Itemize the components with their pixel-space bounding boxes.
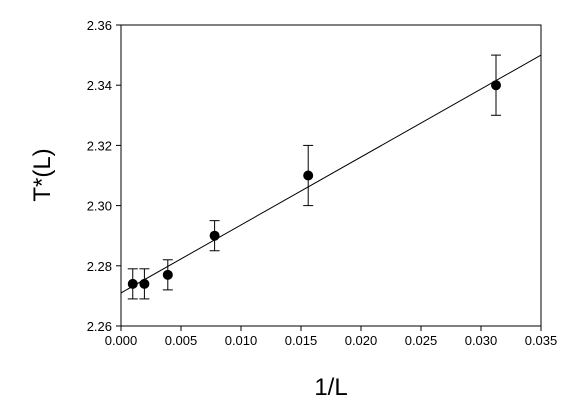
x-tick-label: 0.005 xyxy=(165,333,198,348)
data-point xyxy=(127,278,138,289)
y-tick-label: 2.32 xyxy=(87,138,112,153)
data-point xyxy=(303,170,314,181)
x-tick-label: 0.030 xyxy=(465,333,498,348)
x-tick-label: 0.025 xyxy=(405,333,438,348)
data-point xyxy=(491,80,501,91)
x-tick-label: 0.000 xyxy=(105,333,138,348)
y-tick-label: 2.34 xyxy=(87,78,112,93)
plot-border xyxy=(120,24,542,327)
x-tick-label: 0.035 xyxy=(525,333,558,348)
x-tick-label: 0.010 xyxy=(225,333,258,348)
data-point xyxy=(209,230,220,241)
data-points xyxy=(127,80,501,289)
fit-line-layer xyxy=(120,54,542,294)
data-point xyxy=(162,269,173,280)
y-tick-label: 2.36 xyxy=(87,18,112,33)
error-bars xyxy=(127,54,501,300)
plot-area xyxy=(120,24,542,327)
y-tick-label: 2.30 xyxy=(87,199,112,214)
x-axis-ticks: 0.000 0.005 0.010 0.015 0.020 0.025 0.030 0.035 xyxy=(105,326,558,348)
x-tick-label: 0.015 xyxy=(285,333,318,348)
y-axis-ticks: 2.26 2.28 2.30 2.32 2.34 2.36 xyxy=(87,18,121,334)
fit-line xyxy=(120,54,542,294)
y-axis-title: T*(L) xyxy=(29,148,56,201)
y-tick-label: 2.26 xyxy=(87,319,112,334)
x-tick-label: 0.020 xyxy=(345,333,378,348)
x-axis-title: 1/L xyxy=(314,374,347,401)
data-point xyxy=(139,278,150,289)
y-tick-label: 2.28 xyxy=(87,259,112,274)
